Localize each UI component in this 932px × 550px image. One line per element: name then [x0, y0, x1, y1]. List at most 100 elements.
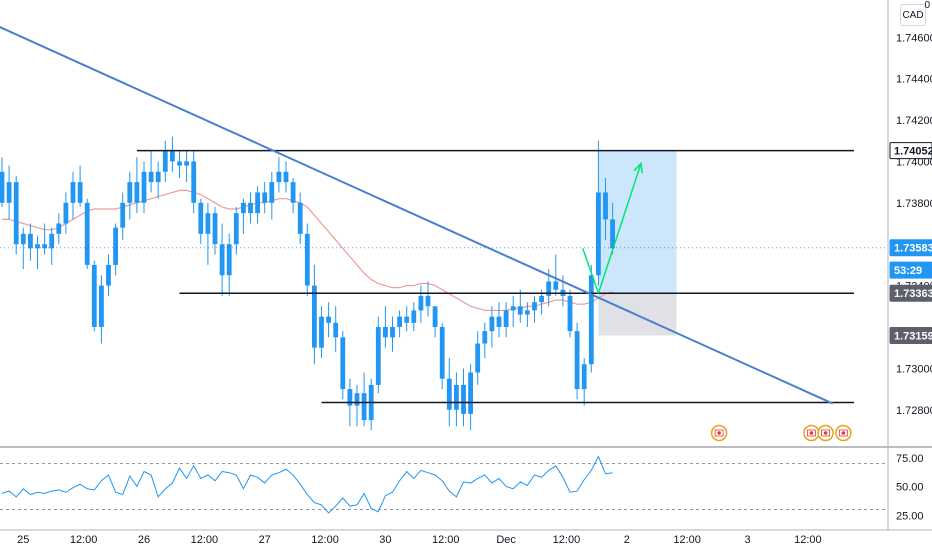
candle-body	[141, 171, 147, 203]
candle	[63, 192, 69, 234]
trendline[interactable]	[0, 25, 834, 405]
economic-event-flag-icon[interactable]	[803, 424, 820, 442]
candle-body	[77, 182, 83, 203]
candle-body	[155, 171, 161, 183]
price-label-box	[889, 239, 932, 257]
candle	[233, 206, 239, 255]
projection-arrow-drop[interactable]	[582, 248, 600, 294]
trendline-group[interactable]	[0, 25, 834, 405]
candle-body	[226, 244, 232, 276]
candle-body	[312, 285, 317, 348]
candle-body	[347, 389, 353, 406]
candle	[191, 151, 197, 214]
candle	[241, 198, 246, 234]
time-tick-label: 12:00	[70, 534, 98, 546]
economic-event-flag-icon[interactable]	[710, 424, 728, 442]
candle	[439, 322, 445, 390]
indicator-panel: 75.00 50.00 25.00	[0, 453, 924, 522]
candle-body	[113, 227, 118, 265]
projection-arrow[interactable]	[597, 163, 642, 294]
currency-badge[interactable]: CAD	[900, 4, 926, 26]
candle	[312, 264, 317, 365]
candle	[610, 202, 615, 255]
candle-body	[567, 295, 573, 332]
candle-body	[205, 213, 211, 234]
candle	[20, 227, 26, 270]
candle-body	[383, 326, 388, 338]
candle	[517, 289, 523, 323]
candle	[354, 384, 360, 427]
candle-body	[276, 171, 282, 183]
price-label-text: 1.73583	[894, 243, 932, 255]
candle-body	[0, 171, 5, 203]
candle	[304, 223, 310, 296]
candle-body	[475, 343, 481, 373]
time-tick-label: 3	[744, 534, 750, 546]
candle-body	[333, 322, 339, 338]
indicator-tick-label: 75.00	[896, 453, 924, 465]
candle-body	[63, 202, 69, 224]
candle	[596, 140, 601, 286]
price-label: 1.74052	[889, 142, 932, 160]
candle	[226, 233, 232, 296]
long-position-box[interactable]	[598, 150, 677, 336]
candle	[106, 254, 111, 296]
candle	[91, 260, 97, 332]
candle-body	[574, 331, 580, 390]
maple-dot	[809, 431, 814, 435]
candle	[99, 275, 104, 344]
candle-body	[35, 244, 40, 249]
indicator-tick-label: 25.00	[896, 510, 924, 522]
candle	[482, 322, 488, 359]
time-tick-label: 12:00	[553, 534, 581, 546]
candle-body	[134, 182, 140, 203]
price-label-text: 1.74052	[894, 146, 932, 158]
price-labels: 1.74052 1.73583 53:29 1.73363 1.73159	[889, 142, 932, 344]
candle	[603, 177, 608, 241]
event-markers[interactable]	[710, 424, 852, 442]
time-tick-label: 25	[17, 534, 29, 546]
candle	[0, 157, 5, 207]
candle	[319, 306, 324, 359]
projection-arrowhead[interactable]	[633, 161, 644, 174]
candle	[574, 322, 580, 400]
candle-body	[297, 202, 303, 234]
candle	[212, 206, 218, 255]
candle	[553, 254, 559, 296]
candle-body	[20, 233, 26, 245]
projection-arrow-group[interactable]	[582, 161, 644, 294]
price-label: 1.73159	[889, 326, 932, 344]
candle	[255, 186, 260, 224]
candle-body	[255, 192, 260, 214]
candle-body	[148, 171, 154, 183]
candle	[283, 161, 289, 193]
candle-body	[70, 182, 76, 203]
candle-body	[588, 275, 594, 365]
candle-body	[269, 182, 275, 203]
time-tick-label: 26	[138, 534, 150, 546]
price-label-text: 1.73363	[894, 288, 932, 300]
candle	[70, 171, 76, 220]
price-label-box	[889, 326, 932, 344]
candle	[496, 302, 502, 338]
candle-body	[49, 233, 55, 249]
candle-body	[489, 316, 495, 332]
candle	[134, 157, 140, 214]
candle-body	[170, 151, 175, 162]
maple-dot	[841, 431, 846, 435]
price-label: 53:29	[889, 261, 932, 279]
candle-body	[304, 233, 310, 286]
candle-body	[184, 161, 189, 166]
candle	[219, 223, 225, 296]
time-tick-label: Dec	[496, 534, 516, 546]
candle	[205, 202, 211, 265]
horizontal-levels[interactable]	[136, 149, 854, 404]
candle	[503, 302, 509, 338]
economic-event-flag-icon[interactable]	[817, 424, 834, 442]
candle	[162, 140, 168, 183]
candle	[581, 358, 587, 406]
time-tick-label: 30	[379, 534, 391, 546]
candle	[383, 306, 388, 348]
economic-event-flag-icon[interactable]	[835, 424, 852, 442]
